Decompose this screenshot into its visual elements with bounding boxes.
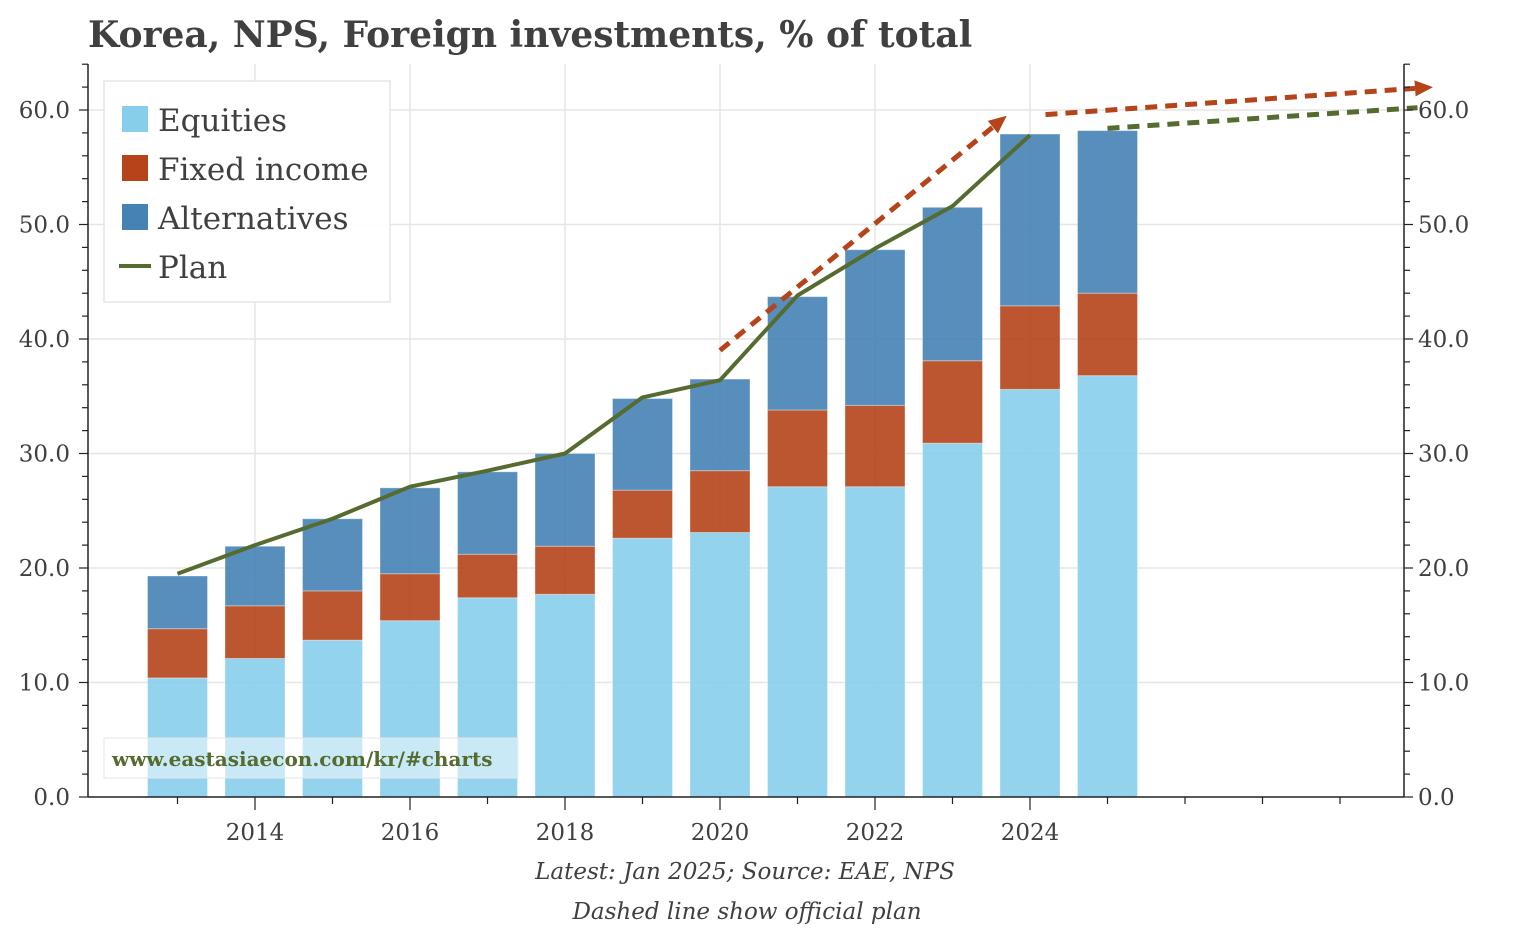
y-tick-label-left: 20.0 bbox=[19, 556, 70, 582]
bar-fixed-income-2024 bbox=[999, 305, 1061, 390]
bar-alternatives-2024 bbox=[999, 133, 1061, 307]
bar-fixed-income-2017 bbox=[457, 553, 518, 599]
bar-equities-2020 bbox=[689, 532, 751, 798]
bar-alternatives-2018 bbox=[534, 453, 596, 547]
bar-equities-2023 bbox=[922, 442, 983, 798]
footer-note: Dashed line show official plan bbox=[571, 899, 921, 925]
x-tick-label: 2016 bbox=[381, 820, 440, 846]
legend-swatch-alternatives bbox=[122, 204, 148, 230]
axes: 0.0 0.0 10.0 10.0 20.0 20.0 30.0 30.0 40.0 40.0 50… bbox=[19, 63, 1469, 846]
y-tick-label-right: 50.0 bbox=[1418, 213, 1469, 239]
y-tick-label-right: 20.0 bbox=[1418, 556, 1469, 582]
bar-alternatives-2014 bbox=[224, 545, 286, 607]
legend-label-plan: Plan bbox=[158, 250, 227, 286]
y-tick-label-left: 40.0 bbox=[19, 327, 70, 353]
bar-fixed-income-2021 bbox=[767, 409, 828, 488]
x-tick-label: 2020 bbox=[691, 820, 750, 846]
plan-lines bbox=[176, 80, 1433, 576]
legend-swatch-fixed-income bbox=[122, 155, 148, 181]
y-tick-label-right: 60.0 bbox=[1418, 98, 1469, 124]
bar-equities-2018 bbox=[534, 593, 596, 798]
legend-label-fixed-income: Fixed income bbox=[158, 152, 369, 188]
bar-fixed-income-2016 bbox=[379, 573, 441, 622]
bar-fixed-income-2013 bbox=[147, 628, 208, 679]
bar-alternatives-2020 bbox=[689, 378, 751, 472]
x-tick-label: 2018 bbox=[536, 820, 595, 846]
plan-dashed-arrow-1 bbox=[1045, 85, 1416, 118]
y-tick-label-right: 0.0 bbox=[1418, 785, 1455, 811]
bars bbox=[147, 130, 1138, 798]
chart-title: Korea, NPS, Foreign investments, % of to… bbox=[88, 14, 972, 56]
bar-equities-2022 bbox=[844, 486, 906, 798]
plan-dashed-line-2 bbox=[1107, 105, 1418, 131]
watermark-box bbox=[103, 737, 519, 779]
arrowhead-icon bbox=[987, 115, 1007, 134]
bar-fixed-income-2020 bbox=[689, 470, 751, 534]
bar-alternatives-2017 bbox=[457, 471, 518, 555]
y-tick-label-right: 30.0 bbox=[1418, 442, 1469, 468]
bar-alternatives-2025 bbox=[1077, 130, 1138, 294]
y-tick-label-left: 30.0 bbox=[19, 442, 70, 468]
x-tick-label: 2022 bbox=[846, 820, 905, 846]
bar-fixed-income-2019 bbox=[612, 489, 673, 539]
bar-alternatives-2013 bbox=[147, 575, 208, 630]
bar-fixed-income-2025 bbox=[1077, 292, 1138, 377]
bar-fixed-income-2022 bbox=[844, 404, 906, 488]
bar-equities-2025 bbox=[1077, 375, 1138, 798]
x-tick-label: 2014 bbox=[226, 820, 285, 846]
bar-fixed-income-2014 bbox=[224, 605, 286, 659]
bar-fixed-income-2023 bbox=[922, 360, 983, 444]
y-tick-label-right: 10.0 bbox=[1418, 671, 1469, 697]
watermark: www.eastasiaecon.com/kr/#charts bbox=[103, 737, 519, 779]
watermark-text: www.eastasiaecon.com/kr/#charts bbox=[111, 747, 492, 771]
legend-swatch-equities bbox=[122, 106, 148, 132]
bar-equities-2021 bbox=[767, 486, 828, 798]
bar-equities-2013 bbox=[147, 677, 208, 798]
bar-alternatives-2021 bbox=[767, 296, 828, 411]
y-tick-label-left: 0.0 bbox=[33, 785, 70, 811]
bar-equities-2024 bbox=[999, 388, 1061, 798]
bar-equities-2019 bbox=[612, 537, 673, 798]
bar-fixed-income-2015 bbox=[302, 590, 363, 641]
plan-line bbox=[176, 133, 1032, 576]
y-tick-label-right: 40.0 bbox=[1418, 327, 1469, 353]
x-tick-label: 2024 bbox=[1001, 820, 1060, 846]
y-tick-label-left: 10.0 bbox=[19, 671, 70, 697]
bar-alternatives-2022 bbox=[844, 249, 906, 406]
footer-source: Latest: Jan 2025; Source: EAE, NPS bbox=[534, 859, 955, 885]
arrowhead-icon bbox=[1414, 80, 1433, 97]
bar-alternatives-2015 bbox=[302, 518, 363, 592]
y-tick-label-left: 60.0 bbox=[19, 98, 70, 124]
y-tick-label-left: 50.0 bbox=[19, 213, 70, 239]
bar-alternatives-2023 bbox=[922, 206, 983, 362]
legend-box bbox=[103, 80, 391, 303]
legend-label-alternatives: Alternatives bbox=[157, 201, 349, 237]
legend-label-equities: Equities bbox=[158, 103, 287, 139]
bar-fixed-income-2018 bbox=[534, 545, 596, 595]
bar-alternatives-2016 bbox=[379, 487, 441, 575]
legend: Equities Fixed income Alternatives Plan bbox=[103, 80, 391, 303]
